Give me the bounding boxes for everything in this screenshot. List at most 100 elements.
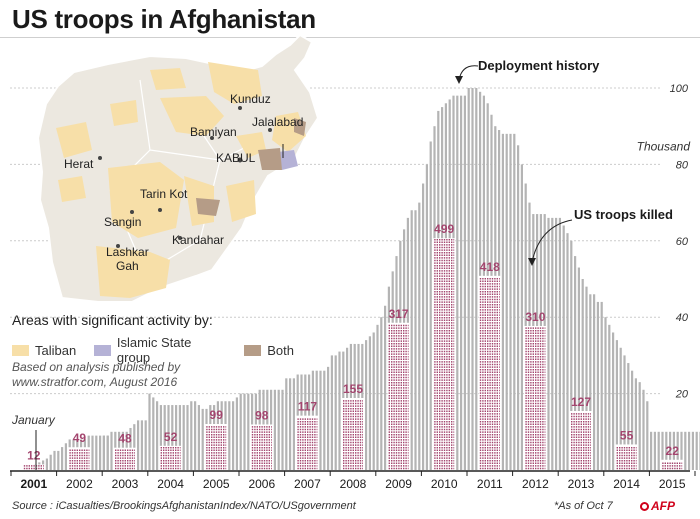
legend-heading: Areas with significant activity by: (12, 312, 213, 328)
as-of-note: *As of Oct 7 (554, 500, 613, 512)
deployment-history-arrowhead (455, 76, 463, 84)
city-label-tarin-kot: Tarin Kot (140, 187, 188, 201)
deployment-bar (273, 389, 276, 470)
deployment-bar (650, 431, 653, 470)
deployment-bar (380, 317, 383, 470)
killed-marker-2004 (159, 445, 182, 470)
deployment-bar (148, 393, 151, 470)
title-divider (0, 37, 700, 38)
legend-swatch-both (244, 344, 262, 356)
killed-marker-2005 (205, 424, 228, 470)
afp-logo-icon (640, 501, 649, 511)
deployment-bar (547, 217, 550, 470)
killed-marker-2010 (433, 238, 456, 470)
deployment-bar (627, 363, 630, 470)
killed-value-label: 49 (73, 431, 87, 445)
city-label-sangin: Sangin (104, 215, 141, 229)
deployment-bar (235, 397, 238, 470)
deployment-bar (688, 431, 691, 470)
x-tick-label: 2004 (157, 477, 184, 491)
deployment-bar (604, 317, 607, 470)
killed-value-label: 317 (389, 307, 409, 321)
deployment-bar (285, 378, 288, 470)
killed-marker-2003 (114, 447, 136, 470)
deployment-bar (429, 141, 432, 471)
deployment-bar (99, 435, 102, 470)
y-axis-unit: Thousand (637, 139, 691, 153)
deployment-bar (64, 443, 67, 470)
killed-marker-2015 (661, 459, 684, 470)
afp-logo: AFP (640, 499, 675, 513)
deployment-bar (566, 233, 569, 470)
killed-marker-backing (22, 464, 45, 470)
deployment-bar (53, 450, 56, 470)
killed-marker-2007 (296, 415, 319, 470)
deployment-bar (175, 405, 178, 470)
deployment-bar (45, 458, 48, 470)
deployment-bar (422, 183, 425, 470)
deployment-bar (593, 294, 596, 470)
legend-swatch-islamic-state (94, 344, 111, 356)
x-tick-label: 2006 (248, 477, 275, 491)
killed-marker-2008 (342, 398, 364, 470)
legend-item-both: Both (244, 343, 294, 358)
city-label-kunduz: Kunduz (230, 92, 271, 106)
city-label-lashkar: Lashkar (106, 245, 149, 259)
x-tick-label: 2005 (203, 477, 230, 491)
legend-label-islamic-state: Islamic State group (116, 335, 192, 365)
deployment-bar (372, 332, 375, 470)
y-tick-label: 80 (676, 159, 689, 171)
x-tick-label: 2010 (431, 477, 458, 491)
deployment-bar (665, 431, 668, 470)
killed-value-label: 117 (298, 400, 318, 414)
deployment-bar (558, 217, 561, 470)
map-both-areas (196, 118, 306, 216)
deployment-bar (634, 378, 637, 470)
afp-logo-text: AFP (651, 499, 675, 513)
y-tick-label: 40 (676, 312, 689, 324)
deployment-bar (570, 240, 573, 470)
deployment-bar (57, 450, 60, 470)
killed-value-label: 48 (118, 432, 132, 446)
deployment-bar (152, 397, 155, 470)
deployment-bar (292, 378, 295, 470)
deployment-bar (334, 355, 337, 470)
analysis-note-line-2: www.stratfor.com, August 2016 (12, 375, 178, 389)
x-tick-label: 2002 (66, 477, 93, 491)
chart-axes: 20 40 60 80 100 Thousand 2001 2002 2003 2004 2005 2… (10, 83, 696, 491)
chart-annotations: Deployment history US troops killed Janu… (11, 58, 673, 470)
deployment-bar (520, 164, 523, 470)
city-label-kabul: KABUL (216, 151, 256, 165)
killed-marker-2011 (478, 275, 501, 470)
deployment-bar (323, 370, 326, 470)
deployment-bar (239, 393, 242, 470)
deployment-bar (509, 133, 512, 470)
deployment-bar (475, 88, 478, 470)
killed-marker-2001 (22, 464, 45, 470)
map-city-dots (98, 106, 272, 248)
deployment-bar (197, 405, 200, 470)
deployment-bar (661, 431, 664, 470)
deployment-bar (190, 401, 193, 470)
x-tick-label: 2014 (613, 477, 640, 491)
deployment-bar (338, 351, 341, 470)
y-tick-label: 60 (676, 236, 689, 248)
deployment-bar (410, 210, 413, 471)
legend-swatch-taliban (12, 344, 29, 356)
deployment-bar (232, 401, 235, 470)
january-label: January (11, 413, 56, 427)
x-tick-label: 2015 (659, 477, 686, 491)
killed-value-label: 310 (525, 310, 545, 324)
deployment-bar (61, 447, 64, 470)
deployment-bar (163, 405, 166, 470)
killed-value-label: 418 (480, 260, 500, 274)
deployment-bar (102, 435, 105, 470)
x-tick-label: 2011 (477, 477, 503, 491)
deployment-bar (330, 355, 333, 470)
deployment-bar (555, 217, 558, 470)
killed-marker-backing (661, 459, 684, 470)
troops-killed-arrow (531, 219, 573, 263)
x-tick-label: 2012 (522, 477, 549, 491)
page-title: US troops in Afghanistan (12, 4, 316, 34)
deployment-bar (623, 355, 626, 470)
